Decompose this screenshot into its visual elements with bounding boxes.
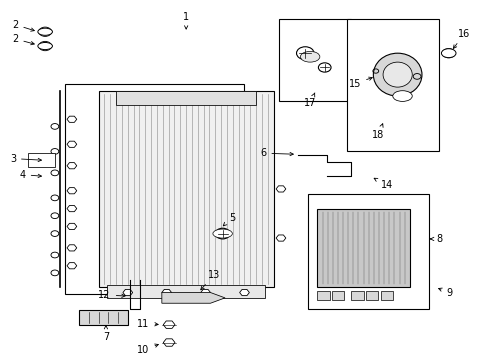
Polygon shape — [67, 223, 77, 230]
Polygon shape — [67, 141, 77, 147]
Bar — [64, 84, 244, 294]
Ellipse shape — [372, 53, 421, 96]
Polygon shape — [276, 186, 285, 192]
Bar — [317, 208, 409, 287]
Bar — [107, 285, 264, 298]
Text: 1: 1 — [183, 13, 189, 29]
Text: 16: 16 — [452, 28, 470, 49]
Bar — [317, 291, 329, 300]
Bar — [346, 19, 438, 152]
Text: 3: 3 — [10, 154, 41, 163]
Polygon shape — [67, 163, 77, 169]
Text: 5: 5 — [223, 212, 235, 226]
Polygon shape — [67, 263, 77, 269]
Polygon shape — [162, 289, 171, 296]
Text: 18: 18 — [371, 124, 384, 140]
Polygon shape — [67, 206, 77, 212]
Text: 14: 14 — [373, 178, 392, 190]
Polygon shape — [122, 289, 132, 296]
Text: 10: 10 — [137, 344, 158, 355]
Polygon shape — [67, 116, 77, 122]
Text: 15: 15 — [348, 77, 371, 89]
Bar — [351, 291, 363, 300]
Polygon shape — [163, 339, 175, 346]
Ellipse shape — [392, 91, 411, 102]
Polygon shape — [201, 289, 210, 296]
Ellipse shape — [38, 28, 52, 35]
Bar — [380, 291, 392, 300]
Ellipse shape — [212, 229, 232, 238]
Text: 12: 12 — [98, 290, 125, 300]
Ellipse shape — [382, 62, 411, 87]
Polygon shape — [163, 321, 175, 328]
Bar — [307, 194, 428, 309]
Text: 2: 2 — [12, 19, 34, 31]
Ellipse shape — [300, 51, 319, 62]
Text: 8: 8 — [429, 234, 442, 244]
Polygon shape — [239, 289, 249, 296]
Polygon shape — [162, 293, 224, 303]
Bar — [28, 153, 55, 167]
Text: 2: 2 — [12, 34, 34, 45]
Text: 4: 4 — [20, 170, 41, 180]
Bar — [331, 291, 344, 300]
Bar — [366, 291, 377, 300]
Bar — [79, 310, 127, 325]
Polygon shape — [67, 188, 77, 194]
Bar — [99, 91, 273, 287]
Ellipse shape — [38, 42, 52, 50]
Ellipse shape — [441, 49, 455, 58]
Text: 9: 9 — [438, 288, 451, 297]
Text: 13: 13 — [201, 270, 220, 290]
Text: 11: 11 — [137, 319, 158, 329]
Bar — [116, 91, 256, 105]
Text: 17: 17 — [304, 93, 316, 108]
Bar — [278, 19, 351, 102]
Polygon shape — [276, 235, 285, 241]
Text: 6: 6 — [260, 148, 293, 158]
Polygon shape — [67, 245, 77, 251]
Text: 7: 7 — [102, 325, 109, 342]
